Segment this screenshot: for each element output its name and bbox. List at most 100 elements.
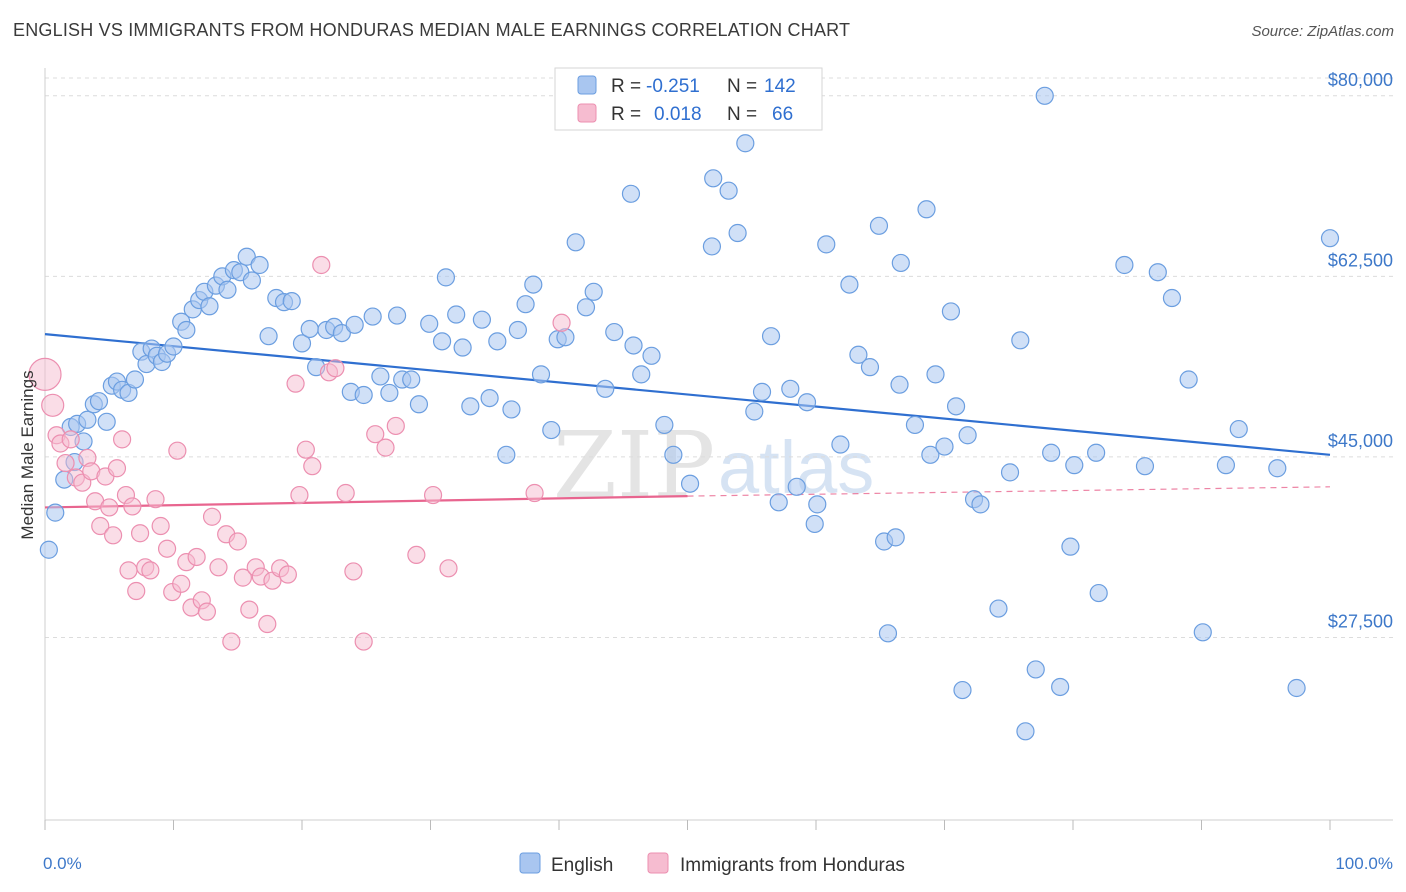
- honduras-point: [423, 485, 443, 505]
- watermark-zip: ZIP: [553, 412, 715, 519]
- english-point: [497, 445, 516, 464]
- english-point: [420, 314, 439, 333]
- english-point: [655, 415, 674, 435]
- english-point: [200, 297, 219, 316]
- english-point: [971, 495, 990, 514]
- english-point: [921, 445, 940, 464]
- english-point: [39, 540, 58, 559]
- english-point: [891, 253, 910, 273]
- english-point: [621, 184, 641, 203]
- english-point: [531, 365, 551, 384]
- honduras-point: [91, 516, 110, 536]
- english-point: [817, 235, 836, 254]
- honduras-point: [119, 561, 138, 580]
- honduras-r-label: R =: [611, 104, 641, 125]
- x-tick-label: 100.0%: [1335, 854, 1393, 873]
- english-point: [584, 282, 603, 301]
- english-point: [164, 337, 183, 356]
- english-point: [402, 370, 421, 389]
- english-point: [680, 474, 700, 493]
- source-credit: Source: ZipAtlas.com: [1251, 23, 1394, 40]
- english-swatch: [577, 75, 597, 95]
- english-point: [1193, 623, 1212, 642]
- english-point: [642, 346, 661, 365]
- english-point: [1000, 463, 1020, 482]
- honduras-point: [61, 430, 80, 449]
- english-n-value: 142: [764, 76, 796, 97]
- honduras-point: [146, 490, 165, 509]
- english-r-value: -0.251: [646, 76, 700, 97]
- english-point: [596, 379, 615, 398]
- honduras-point: [151, 516, 170, 536]
- honduras-point: [286, 374, 305, 393]
- honduras-r-value: 0.018: [654, 104, 702, 125]
- honduras-point: [104, 526, 123, 545]
- english-point: [886, 528, 905, 547]
- honduras-point: [296, 440, 315, 459]
- english-point: [447, 305, 466, 324]
- english-point: [524, 275, 543, 294]
- english-point: [89, 392, 109, 411]
- english-point: [218, 280, 237, 299]
- honduras-point: [303, 457, 322, 476]
- english-point: [1287, 678, 1306, 698]
- english-point: [1065, 456, 1084, 475]
- english-point: [926, 365, 945, 384]
- english-point: [432, 332, 452, 351]
- honduras-point: [202, 507, 222, 526]
- english-point: [752, 382, 772, 401]
- english-point: [632, 365, 651, 384]
- honduras-point: [209, 558, 228, 577]
- y-tick-label: $45,000: [1328, 431, 1393, 451]
- english-point: [480, 388, 499, 408]
- english-point: [702, 237, 722, 256]
- legend-english-label: English: [551, 855, 613, 876]
- honduras-point: [326, 359, 345, 378]
- honduras-point: [107, 459, 127, 478]
- x-tick-label: 0.0%: [43, 854, 82, 873]
- english-point: [890, 375, 909, 394]
- honduras-point: [525, 483, 544, 503]
- honduras-point: [28, 357, 62, 391]
- english-point: [781, 379, 800, 398]
- english-point: [409, 395, 429, 414]
- english-point: [624, 336, 643, 355]
- honduras-point: [354, 632, 373, 651]
- english-point: [1089, 583, 1108, 603]
- stats-box: R = -0.251 N = 142 R = 0.018 N = 66: [554, 67, 823, 131]
- honduras-point: [552, 313, 571, 332]
- english-point: [1115, 255, 1134, 275]
- english-point: [664, 445, 683, 464]
- english-point: [508, 320, 527, 340]
- english-point: [380, 383, 399, 403]
- english-point: [917, 200, 936, 219]
- y-tick-label: $27,500: [1328, 611, 1393, 631]
- english-point: [345, 315, 364, 334]
- english-point: [941, 302, 961, 321]
- english-point: [566, 233, 585, 252]
- english-point: [704, 169, 723, 188]
- english-point: [292, 334, 312, 353]
- honduras-trendline-extension: [687, 486, 1331, 497]
- english-point: [576, 298, 596, 317]
- honduras-point: [439, 559, 458, 578]
- english-point: [935, 437, 954, 456]
- honduras-point: [228, 532, 247, 551]
- honduras-point: [344, 562, 363, 581]
- honduras-point: [336, 483, 355, 503]
- honduras-n-value: 66: [772, 104, 793, 125]
- english-point: [605, 322, 624, 342]
- english-point: [1026, 660, 1045, 679]
- english-point: [878, 624, 898, 643]
- english-point: [1162, 288, 1182, 308]
- english-n-label: N =: [727, 76, 757, 97]
- honduras-point: [127, 581, 146, 601]
- honduras-point: [258, 614, 277, 634]
- honduras-point: [130, 524, 150, 543]
- english-point: [1061, 537, 1080, 556]
- watermark: ZIP atlas: [553, 412, 874, 519]
- honduras-point: [56, 453, 75, 473]
- english-point: [831, 435, 850, 454]
- english-point: [1035, 86, 1054, 105]
- english-point: [728, 223, 747, 243]
